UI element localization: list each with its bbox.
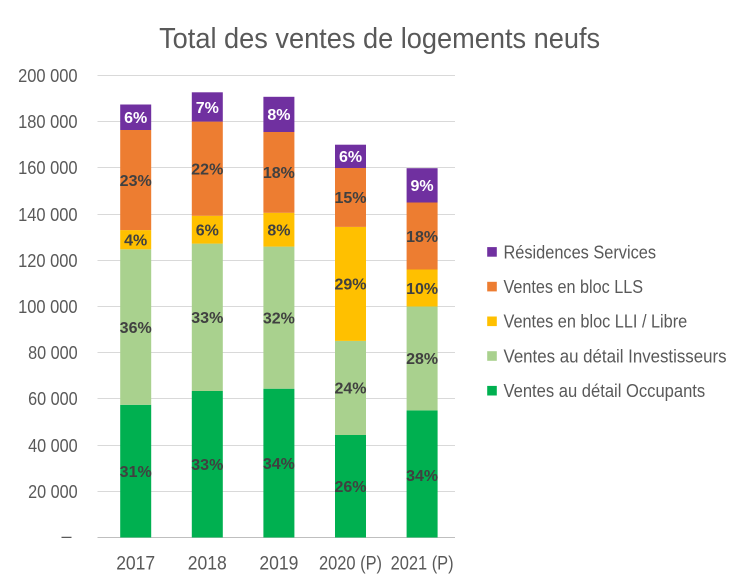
- svg-text:26%: 26%: [334, 479, 366, 496]
- svg-text:200 000: 200 000: [18, 66, 78, 86]
- svg-text:6%: 6%: [339, 149, 362, 166]
- svg-text:2019: 2019: [259, 554, 298, 575]
- svg-text:Ventes au détail Occupants: Ventes au détail Occupants: [504, 381, 706, 401]
- svg-text:120 000: 120 000: [18, 251, 78, 271]
- svg-text:33%: 33%: [191, 457, 223, 474]
- svg-text:140 000: 140 000: [18, 205, 78, 225]
- svg-text:34%: 34%: [263, 456, 295, 473]
- svg-text:8%: 8%: [267, 107, 290, 124]
- svg-text:180 000: 180 000: [18, 112, 78, 132]
- svg-text:31%: 31%: [120, 464, 152, 481]
- svg-text:33%: 33%: [191, 310, 223, 327]
- svg-text:32%: 32%: [263, 310, 295, 327]
- svg-text:100 000: 100 000: [18, 297, 78, 317]
- svg-text:10%: 10%: [406, 281, 438, 298]
- svg-text:28%: 28%: [406, 351, 438, 368]
- svg-text:24%: 24%: [334, 381, 366, 398]
- svg-text:8%: 8%: [267, 223, 290, 240]
- svg-text:Ventes en bloc LLI / Libre: Ventes en bloc LLI / Libre: [504, 312, 688, 332]
- svg-text:6%: 6%: [124, 110, 147, 127]
- svg-text:Total des ventes de logements: Total des ventes de logements neufs: [159, 23, 600, 55]
- svg-text:18%: 18%: [263, 165, 295, 182]
- svg-text:60 000: 60 000: [28, 389, 78, 409]
- svg-text:20 000: 20 000: [28, 482, 78, 502]
- svg-text:15%: 15%: [334, 190, 366, 207]
- svg-text:9%: 9%: [411, 178, 434, 195]
- svg-text:40 000: 40 000: [28, 436, 78, 456]
- svg-text:Ventes en bloc LLS: Ventes en bloc LLS: [504, 277, 644, 297]
- svg-text:6%: 6%: [196, 223, 219, 240]
- svg-text:22%: 22%: [191, 162, 223, 179]
- svg-text:Résidences Services: Résidences Services: [504, 242, 657, 262]
- svg-text:80 000: 80 000: [28, 343, 78, 363]
- svg-text:Ventes au détail Investisseurs: Ventes au détail Investisseurs: [504, 346, 727, 366]
- svg-text:2020 (P): 2020 (P): [319, 554, 382, 575]
- svg-text:2021 (P): 2021 (P): [391, 554, 454, 575]
- svg-text:2017: 2017: [116, 554, 155, 575]
- svg-text:29%: 29%: [334, 277, 366, 294]
- svg-text:18%: 18%: [406, 229, 438, 246]
- svg-text:34%: 34%: [406, 468, 438, 485]
- svg-text:–: –: [61, 526, 71, 546]
- svg-text:160 000: 160 000: [18, 158, 78, 178]
- svg-text:36%: 36%: [120, 320, 152, 337]
- svg-text:7%: 7%: [196, 100, 219, 117]
- svg-text:23%: 23%: [120, 173, 152, 190]
- svg-text:4%: 4%: [124, 233, 147, 250]
- svg-text:2018: 2018: [188, 554, 227, 575]
